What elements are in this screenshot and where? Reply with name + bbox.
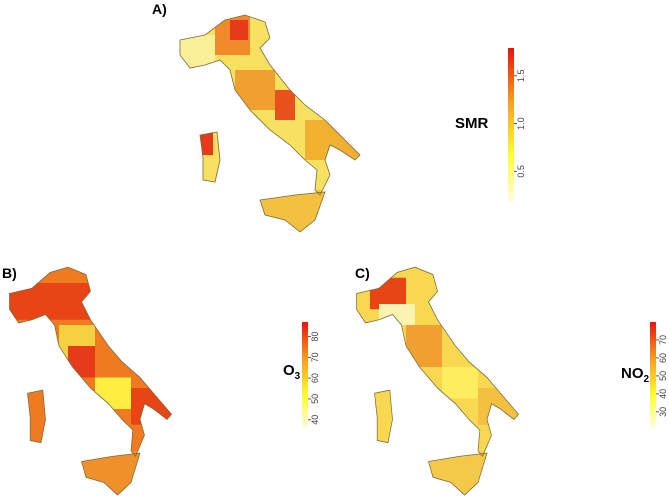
map-b bbox=[8, 266, 173, 496]
colorbar-tick-label: 1.5 bbox=[516, 69, 526, 82]
colorbar-tick-label: 1.0 bbox=[516, 117, 526, 130]
colorbar-tick-label: 50 bbox=[658, 371, 668, 381]
colorbar-tick-label: 80 bbox=[310, 332, 320, 342]
colorbar-tick-label: 70 bbox=[310, 352, 320, 362]
colorbar-tick-label: 30 bbox=[658, 407, 668, 417]
legend-title-sub: 2 bbox=[644, 374, 650, 385]
legend-title-sub: 3 bbox=[295, 371, 301, 382]
colorbar-tick-label: 50 bbox=[310, 394, 320, 404]
colorbar bbox=[650, 322, 656, 428]
colorbar-tick-label: 40 bbox=[658, 389, 668, 399]
panel-label: B) bbox=[2, 265, 17, 281]
legend-title-main: NO bbox=[621, 365, 644, 382]
colorbar-tick-label: 0.5 bbox=[516, 165, 526, 178]
legend-title-main: O bbox=[283, 362, 295, 379]
panel-label: A) bbox=[152, 1, 167, 17]
colorbar-tick-label: 60 bbox=[658, 353, 668, 363]
colorbar bbox=[508, 48, 514, 202]
legend-title: NO2 bbox=[621, 365, 650, 385]
colorbar-tick-label: 60 bbox=[310, 373, 320, 383]
colorbar-tick-label: 70 bbox=[658, 335, 668, 345]
map-c bbox=[355, 266, 520, 496]
colorbar-tick-label: 40 bbox=[310, 415, 320, 425]
map-a bbox=[179, 14, 361, 233]
legend-title-main: SMR bbox=[455, 115, 489, 132]
legend-title: O3 bbox=[283, 362, 301, 382]
legend-title: SMR bbox=[455, 115, 489, 132]
colorbar bbox=[302, 322, 308, 428]
panel-label: C) bbox=[355, 265, 370, 281]
